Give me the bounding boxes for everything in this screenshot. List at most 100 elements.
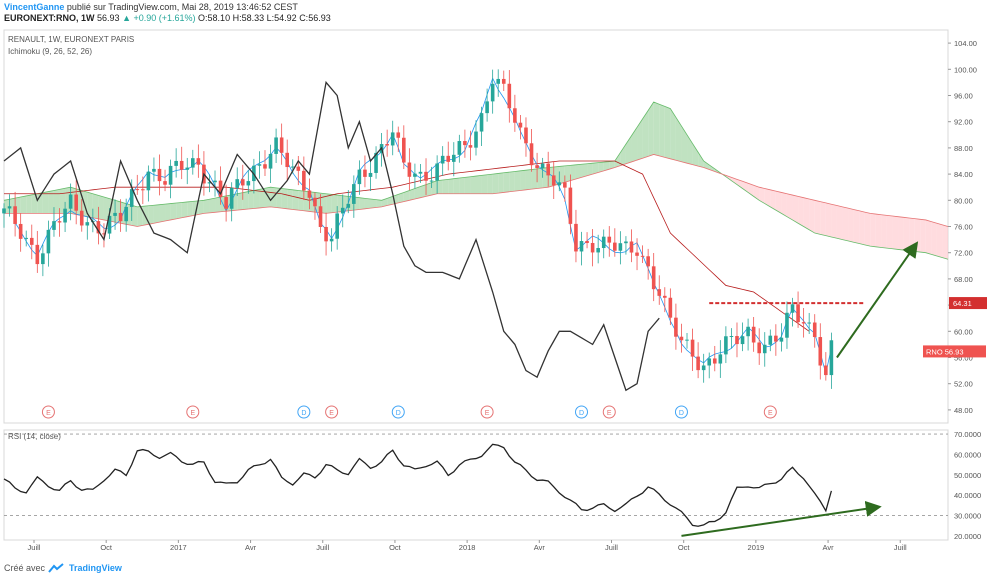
rsi-tick-label: 60.0000 [954,450,981,459]
candle-body [185,167,190,170]
candle-body [235,179,240,188]
author-name[interactable]: VincentGanne [4,2,65,12]
cloud-segment [20,195,27,214]
cloud-segment [26,194,32,214]
candle-body [451,154,456,162]
time-tick-label: Oct [678,543,691,552]
event-marker-label: D [396,410,401,417]
candle-body [579,241,584,252]
candle-body [790,304,795,313]
ichimoku-cloud [4,102,948,260]
cloud-segment [692,143,699,167]
ichimoku-label[interactable]: Ichimoku (9, 26, 52, 26) [8,47,93,56]
symbol-label: EURONEXT:RNO, 1W [4,13,95,23]
cloud-segment [559,165,565,184]
rsi-pane-frame [3,429,949,541]
publish-info: publié sur TradingView.com, Mai 28, 2019… [66,2,298,12]
cloud-segment [642,110,649,159]
cloud-segment [525,169,532,190]
event-marker [297,405,311,419]
event-marker-label: D [579,410,584,417]
candle-body [368,172,373,177]
candle-body [513,108,517,123]
candle-body [146,171,151,191]
candle-body [418,171,423,174]
candle-body [457,141,462,155]
candle-body [257,164,262,166]
event-marker [186,405,200,419]
cloud-segment [681,126,688,164]
rsi-line [3,443,833,527]
cloud-segment [914,218,921,253]
candle-body [152,168,156,172]
candle-body [68,194,73,209]
candle-body [79,210,84,226]
cloud-segment [581,163,588,178]
candle-body [563,182,567,188]
cloud-segment [165,203,171,222]
time-tick-label: Avr [245,543,257,552]
candle-body [191,158,195,168]
candle-body [479,113,484,132]
rsi-label[interactable]: RSI (14, close) [8,432,61,441]
cloud-segment [537,168,543,189]
cloud-segment [209,198,216,213]
cloud-segment [875,214,882,248]
cloud-segment [414,186,421,199]
event-marker-label: D [301,410,306,417]
candle-body [279,137,284,153]
cloud-segment [203,199,210,214]
cloud-segment [387,196,393,206]
footer: Créé avec TradingView [4,563,122,573]
candle-body [785,312,789,338]
candle-body [124,206,128,222]
cloud-segment [376,199,382,208]
price-tick-label: 76.00 [954,223,973,232]
price-tick-label: 56.00 [954,354,973,363]
cloud-segment [481,174,488,194]
bullish-arrow [836,241,919,359]
tenkan-sen-line [14,77,832,374]
cloud-segment [786,193,793,220]
cloud-segment [170,203,177,220]
high-value: H:58.33 [232,13,265,23]
candle-body [2,208,6,214]
cloud-segment [431,180,438,196]
event-marker [325,405,339,419]
candle-body [590,242,595,253]
candle-body [574,223,578,252]
candle-body [18,223,23,239]
main-pane-legend: RENAULT, 1W, EURONEXT PARIS Ichimoku (9,… [8,34,134,58]
event-marker-label: E [190,410,195,417]
event-marker-label: E [46,410,51,417]
candle-body [624,241,628,244]
cloud-segment [570,164,576,181]
candle-body [596,248,600,253]
candle-body [751,326,756,343]
candle-body [485,101,489,114]
candle-body [690,339,695,357]
candle-body [313,197,317,207]
cloud-segment [331,194,338,213]
candle-body [35,244,40,265]
candle-body [818,337,823,366]
candle-body [524,127,528,144]
cloud-segment [653,102,660,156]
candle-body [646,256,650,267]
cloud-segment [398,192,404,203]
cloud-segment [42,191,49,214]
cloud-segment [281,188,288,209]
candle-body [340,207,345,214]
candle-body [113,212,117,216]
chart-header: VincentGanne publié sur TradingView.com,… [4,2,984,30]
candle-body [318,206,323,227]
brand-name[interactable]: TradingView [69,563,122,573]
cloud-segment [514,170,521,192]
price-change: ▲ +0.90 (+1.61%) [122,13,196,23]
candle-body [352,184,356,204]
cloud-segment [753,185,760,201]
cloud-segment [903,217,910,251]
candle-body [346,203,351,208]
cloud-segment [176,202,182,219]
